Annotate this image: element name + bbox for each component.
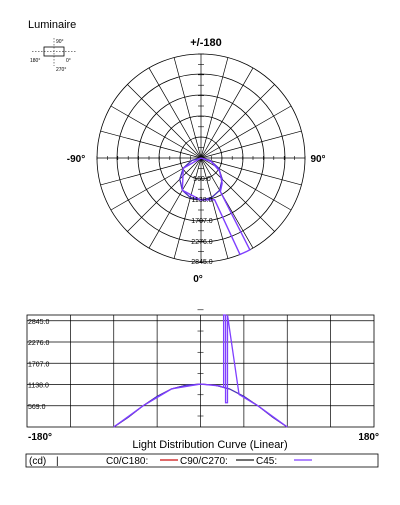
linear-grid [27,309,374,427]
legend-unit: (cd) [29,456,46,467]
polar-spoke [148,157,202,249]
linear-caption: Light Distribution Curve (Linear) [132,439,287,451]
linear-series-c45 [113,314,288,428]
polar-ring-label: 1707.0 [191,218,213,225]
polar-spoke [148,67,202,159]
linear-y-label: 569.0 [28,404,46,411]
legend-c0-label: C0/C180: [106,456,148,467]
legend-separator: | [56,456,59,467]
polar-left-label: -90° [67,154,85,165]
polar-spoke [200,67,254,159]
orientation-label-bottom: 270° [56,67,66,73]
polar-ring-label: 2845.0 [191,259,213,266]
linear-y-label: 1138.0 [28,383,49,390]
polar-series [179,157,251,256]
linear-x-right-label: 180° [358,432,379,443]
polar-spoke [200,157,229,259]
polar-spoke [173,57,202,159]
orientation-legend-icon: 90° 180° 0° 270° [30,38,76,73]
polar-right-label: 90° [310,154,325,165]
orientation-label-left: 180° [30,58,40,64]
linear-chart: 569.0 1138.0 1707.0 2276.0 2845.0 -180° 180°… [26,309,379,451]
polar-spoke [200,84,275,159]
polar-spoke [173,157,202,259]
linear-y-label: 1707.0 [28,361,50,368]
orientation-label-top: 90° [56,39,64,45]
polar-top-label: +/-180 [190,37,222,49]
polar-series-c45 [181,157,251,256]
linear-x-left-label: -180° [28,432,52,443]
legend-bar: (cd) | C0/C180: C90/C270: C45: [25,453,379,468]
orientation-label-right: 0° [66,58,71,64]
linear-y-labels: 569.0 1138.0 1707.0 2276.0 2845.0 [28,319,50,411]
polar-spoke [110,105,202,159]
polar-spoke [200,57,229,159]
polar-bottom-label: 0° [193,274,203,285]
legend-frame [25,453,379,468]
linear-y-label: 2276.0 [28,340,50,347]
polar-ring-label: 2276.0 [191,239,213,246]
polar-ring-label: 569.0 [193,176,211,183]
polar-spoke [200,157,302,186]
linear-series [113,314,288,428]
polar-chart: 569.0 1138.0 1707.0 2276.0 2845.0 +/-180 -90… [67,37,326,285]
polar-spoke [200,105,292,159]
luminaire-title: Luminaire [28,19,76,31]
polar-spoke [127,157,202,232]
legend-c90-label: C90/C270: [180,456,228,467]
polar-spoke [200,157,275,232]
legend-c45-label: C45: [256,456,277,467]
polar-spoke [100,157,202,186]
polar-spoke [127,84,202,159]
polar-spoke [200,130,302,159]
linear-y-label: 2845.0 [28,319,50,326]
polar-ring-labels: 569.0 1138.0 1707.0 2276.0 2845.0 [191,176,213,266]
polar-spoke [100,130,202,159]
polar-ring-label: 1138.0 [192,197,213,204]
polar-spoke [200,157,254,249]
